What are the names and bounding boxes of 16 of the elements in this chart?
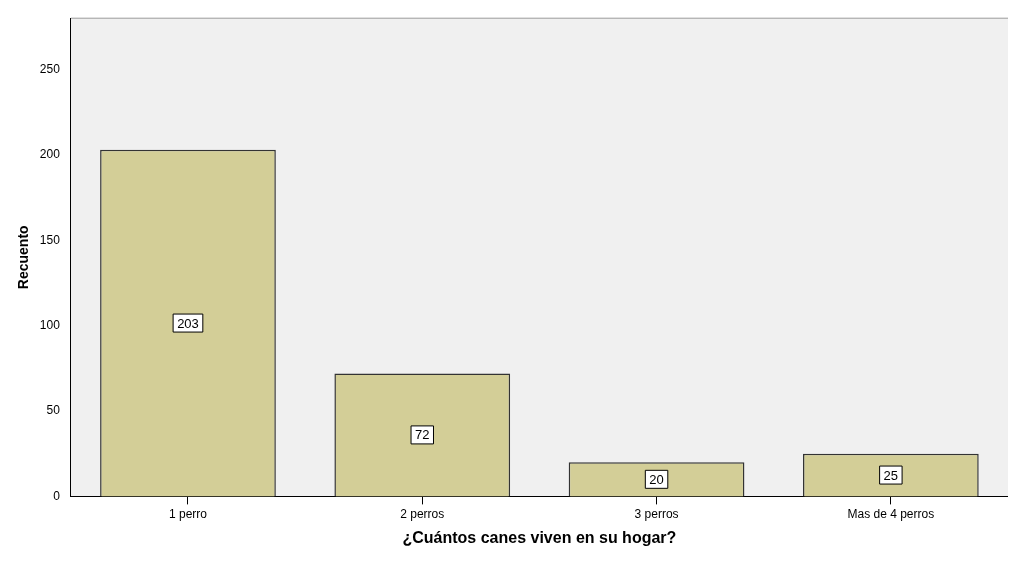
x-tick-label: 3 perros	[634, 506, 679, 521]
data-label: 25	[883, 467, 899, 483]
x-tick-label: 1 perro	[168, 506, 208, 521]
x-tick-label: Mas de 4 perros	[847, 506, 935, 521]
y-tick-label: 250	[39, 61, 61, 76]
data-label: 72	[415, 427, 430, 443]
y-tick-label: 50	[46, 403, 61, 418]
y-tick-label: 150	[39, 232, 61, 247]
data-label: 20	[649, 471, 664, 487]
x-tick-label: 2 perros	[400, 506, 445, 521]
y-axis-title: Recuento	[15, 225, 32, 290]
data-label: 203	[177, 315, 199, 331]
y-tick-label: 0	[53, 488, 61, 503]
x-axis-title: ¿Cuántos canes viven en su hogar?	[402, 528, 677, 546]
y-tick-label: 200	[39, 147, 61, 162]
y-tick-label: 100	[39, 317, 61, 332]
